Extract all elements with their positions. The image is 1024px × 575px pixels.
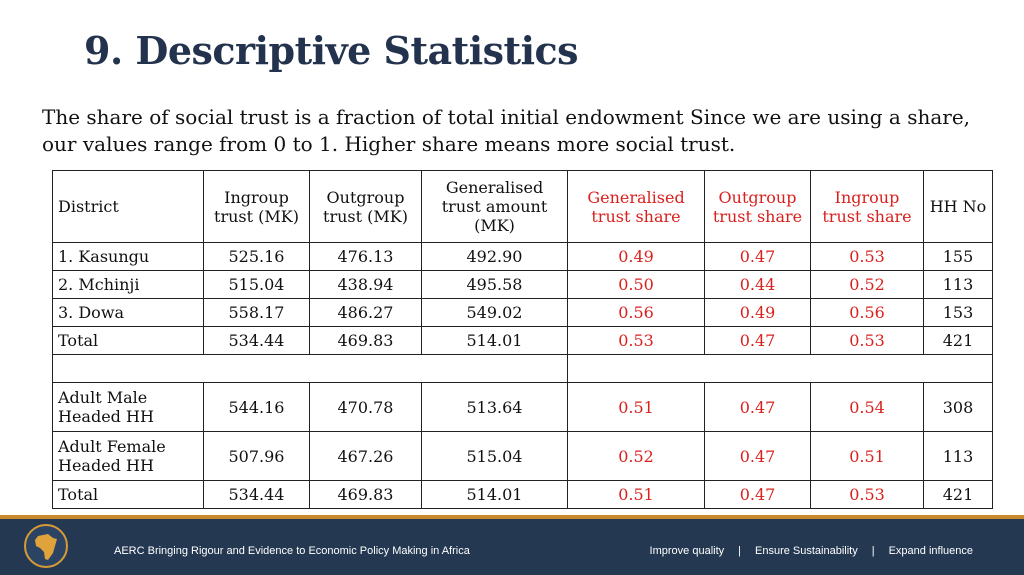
table-row: 1. Kasungu 525.16 476.13 492.90 0.49 0.4… <box>52 242 993 271</box>
table-cell: 2. Mchinji <box>52 270 204 299</box>
table-cell: 0.44 <box>704 270 811 299</box>
table-cell: 0.47 <box>704 480 811 509</box>
table-cell: 0.47 <box>704 242 811 271</box>
table-cell: 0.47 <box>704 382 811 432</box>
table-cell: 0.51 <box>567 480 705 509</box>
table-cell: 534.44 <box>203 326 310 355</box>
table-cell: 515.04 <box>421 431 568 481</box>
table-cell: 469.83 <box>309 326 422 355</box>
table-cell: 495.58 <box>421 270 568 299</box>
table-row: 2. Mchinji 515.04 438.94 495.58 0.50 0.4… <box>52 270 993 299</box>
table-cell: 0.53 <box>810 326 924 355</box>
column-header: Generalised trust amount (MK) <box>421 170 568 243</box>
table-cell: 525.16 <box>203 242 310 271</box>
table-cell: 486.27 <box>309 298 422 327</box>
table-cell: 469.83 <box>309 480 422 509</box>
table-cell: 155 <box>923 242 993 271</box>
table-cell: 438.94 <box>309 270 422 299</box>
table-cell: 0.54 <box>810 382 924 432</box>
table-cell: 0.56 <box>567 298 705 327</box>
column-header: Ingroup trust share <box>810 170 924 243</box>
table-cell: Total <box>52 480 204 509</box>
descriptive-statistics-table: District Ingroup trust (MK) Outgroup tru… <box>52 170 993 509</box>
footer-bar: AERC Bringing Rigour and Evidence to Eco… <box>0 515 1024 575</box>
empty-cell <box>52 354 568 383</box>
table-row: Total 534.44 469.83 514.01 0.51 0.47 0.5… <box>52 480 993 509</box>
aerc-africa-logo-icon <box>24 524 68 568</box>
table-cell: 0.51 <box>567 382 705 432</box>
column-header: Outgroup trust (MK) <box>309 170 422 243</box>
table-cell: 0.47 <box>704 431 811 481</box>
column-header: HH No <box>923 170 993 243</box>
table-row: Adult Male Headed HH 544.16 470.78 513.6… <box>52 382 993 432</box>
table-cell: 514.01 <box>421 480 568 509</box>
table-cell: 549.02 <box>421 298 568 327</box>
table-cell: 0.50 <box>567 270 705 299</box>
column-header: Outgroup trust share <box>704 170 811 243</box>
table-cell: Adult Male Headed HH <box>52 382 204 432</box>
table-cell: 470.78 <box>309 382 422 432</box>
table-row: Total 534.44 469.83 514.01 0.53 0.47 0.5… <box>52 326 993 355</box>
table-cell: 0.47 <box>704 326 811 355</box>
table-cell: 0.52 <box>810 270 924 299</box>
table-cell: 558.17 <box>203 298 310 327</box>
table-cell: Adult Female Headed HH <box>52 431 204 481</box>
table-cell: 0.49 <box>704 298 811 327</box>
table-cell: 0.53 <box>810 242 924 271</box>
page-title: 9. Descriptive Statistics <box>84 28 579 73</box>
table-cell: 507.96 <box>203 431 310 481</box>
table-cell: 3. Dowa <box>52 298 204 327</box>
table-row: 3. Dowa 558.17 486.27 549.02 0.56 0.49 0… <box>52 298 993 327</box>
spacer-row <box>52 354 993 383</box>
column-header: Ingroup trust (MK) <box>203 170 310 243</box>
table-cell: 421 <box>923 326 993 355</box>
table-cell: 113 <box>923 270 993 299</box>
table-cell: 0.56 <box>810 298 924 327</box>
table-cell: Total <box>52 326 204 355</box>
table-cell: 153 <box>923 298 993 327</box>
table-header-row: District Ingroup trust (MK) Outgroup tru… <box>52 170 993 243</box>
footer-tagline: AERC Bringing Rigour and Evidence to Eco… <box>114 545 470 557</box>
empty-cell <box>567 354 993 383</box>
table-row: Adult Female Headed HH 507.96 467.26 515… <box>52 431 993 481</box>
table-cell: 515.04 <box>203 270 310 299</box>
table-cell: 513.64 <box>421 382 568 432</box>
table-cell: 421 <box>923 480 993 509</box>
table-cell: 476.13 <box>309 242 422 271</box>
table-cell: 544.16 <box>203 382 310 432</box>
footer-link-ensure-sustainability: Ensure Sustainability <box>755 545 858 557</box>
intro-paragraph: The share of social trust is a fraction … <box>42 105 971 156</box>
table-cell: 0.52 <box>567 431 705 481</box>
table-cell: 492.90 <box>421 242 568 271</box>
table-cell: 467.26 <box>309 431 422 481</box>
table-cell: 0.53 <box>567 326 705 355</box>
column-header: Generalised trust share <box>567 170 705 243</box>
table-cell: 534.44 <box>203 480 310 509</box>
table-cell: 0.49 <box>567 242 705 271</box>
table-cell: 0.51 <box>810 431 924 481</box>
column-header: District <box>52 170 204 243</box>
footer-separator: | <box>738 545 741 557</box>
footer-links: Improve quality | Ensure Sustainability | Ex… <box>650 545 973 557</box>
table-cell: 0.53 <box>810 480 924 509</box>
footer-separator: | <box>871 545 875 557</box>
footer-link-expand-influence: Expand influence <box>888 545 973 557</box>
footer-link-improve-quality: Improve quality <box>649 545 725 557</box>
table-cell: 113 <box>923 431 993 481</box>
table-cell: 514.01 <box>421 326 568 355</box>
table-cell: 308 <box>923 382 993 432</box>
table-cell: 1. Kasungu <box>52 242 204 271</box>
